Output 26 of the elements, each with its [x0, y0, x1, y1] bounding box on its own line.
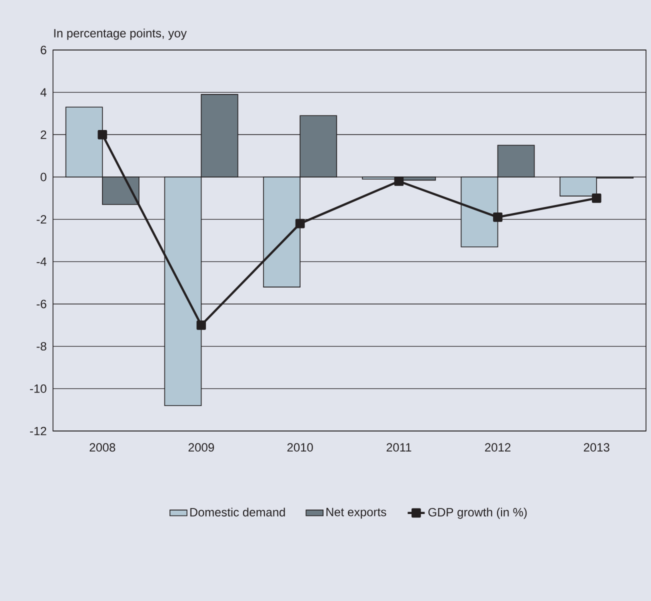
x-tick-label: 2013 — [584, 443, 610, 452]
y-tick-label: -8 — [36, 342, 46, 351]
point — [394, 176, 404, 186]
y-tick-label: -10 — [30, 384, 46, 393]
y-tick-label: 4 — [40, 88, 46, 96]
x-tick-label: 2012 — [485, 443, 510, 452]
point — [98, 130, 108, 140]
y-tick-label: 2 — [40, 130, 46, 139]
y-tick-label: -4 — [36, 258, 46, 266]
x-tick-label: 2008 — [90, 443, 116, 452]
point — [196, 320, 206, 330]
x-tick-label: 2010 — [287, 443, 313, 452]
legend-label: Net exports — [326, 508, 386, 519]
x-tick-label: 2009 — [188, 443, 214, 452]
legend-label: GDP growth (in %) — [428, 508, 527, 519]
y-tick-label: -6 — [36, 300, 46, 308]
y-axis-title: In percentage points, yoy — [54, 28, 187, 40]
point — [493, 212, 502, 222]
point — [295, 218, 305, 228]
x-tick-label: 2011 — [386, 443, 412, 452]
y-tick-label: 0 — [40, 172, 46, 182]
y-tick-label: -2 — [36, 215, 46, 224]
point — [592, 193, 602, 203]
legend-label: Domestic demand — [190, 508, 285, 516]
y-tick-label: -12 — [30, 426, 46, 436]
y-tick-label: 6 — [40, 46, 46, 54]
